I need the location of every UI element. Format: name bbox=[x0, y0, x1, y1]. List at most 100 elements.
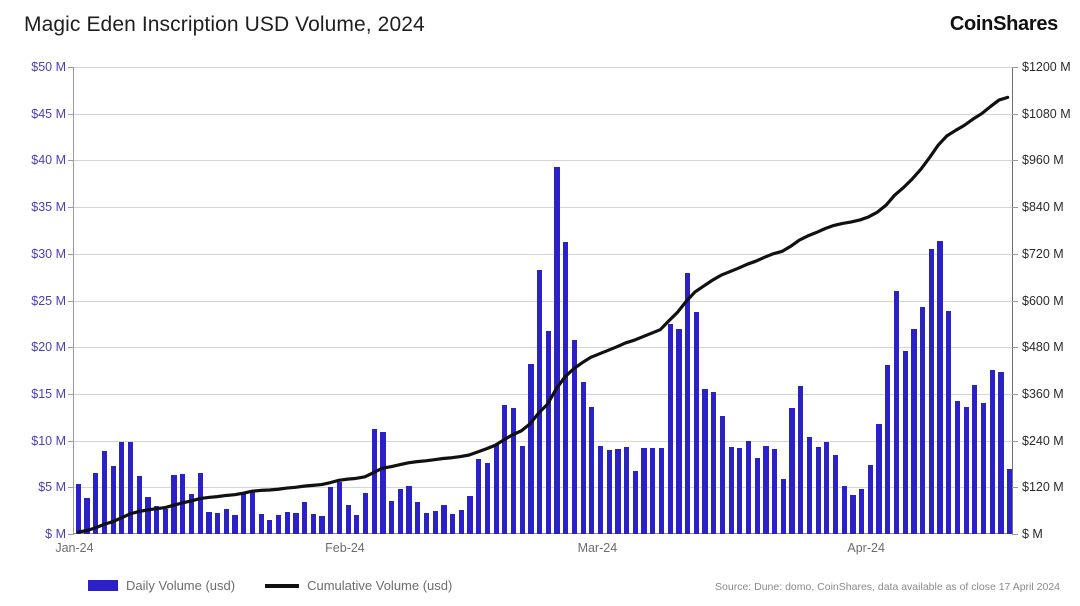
axis-tick-left bbox=[68, 440, 74, 442]
bar bbox=[171, 475, 177, 534]
bar bbox=[693, 311, 699, 534]
y-axis-right-tick-label: $720 M bbox=[1022, 246, 1064, 261]
bar bbox=[284, 511, 290, 534]
axis-tick-left bbox=[68, 207, 74, 209]
bar bbox=[319, 516, 325, 534]
bar bbox=[336, 481, 343, 534]
bar bbox=[615, 449, 621, 534]
bar bbox=[745, 440, 752, 534]
bar bbox=[458, 509, 464, 534]
bar bbox=[119, 442, 125, 534]
bar bbox=[432, 510, 438, 534]
bar bbox=[806, 436, 813, 534]
y-axis-right-tick-label: $480 M bbox=[1022, 340, 1064, 355]
bar bbox=[597, 446, 604, 534]
bar bbox=[859, 489, 865, 534]
bar bbox=[502, 405, 508, 534]
bar bbox=[928, 249, 934, 534]
bar bbox=[467, 495, 473, 534]
axis-tick-right bbox=[1012, 207, 1018, 209]
bar bbox=[232, 515, 238, 534]
bar bbox=[180, 474, 186, 534]
bar bbox=[972, 384, 978, 534]
bar bbox=[136, 476, 142, 534]
axis-tick-left bbox=[68, 534, 74, 535]
bar bbox=[545, 331, 551, 534]
x-axis-tick-label: Feb-24 bbox=[325, 541, 365, 555]
bar bbox=[441, 505, 447, 534]
y-axis-left-tick-label: $30 M bbox=[31, 246, 66, 261]
bar bbox=[711, 392, 717, 534]
bar bbox=[624, 447, 630, 534]
bar bbox=[354, 515, 360, 534]
y-axis-left-tick-label: $15 M bbox=[31, 386, 66, 401]
bar bbox=[650, 448, 656, 534]
bar bbox=[93, 473, 99, 534]
bar bbox=[658, 448, 665, 534]
bar bbox=[954, 401, 961, 534]
y-axis-right-tick-label: $840 M bbox=[1022, 200, 1064, 215]
axis-tick-right bbox=[1012, 440, 1018, 442]
y-axis-left-tick-label: $ M bbox=[45, 527, 66, 541]
bar bbox=[772, 449, 778, 534]
bar bbox=[580, 381, 586, 534]
y-axis-left-tick-label: $20 M bbox=[31, 340, 66, 355]
bar bbox=[876, 423, 882, 534]
axis-tick-right bbox=[1012, 393, 1018, 395]
bar bbox=[484, 463, 491, 534]
y-axis-left-tick-label: $5 M bbox=[38, 480, 66, 495]
bar bbox=[832, 454, 839, 534]
x-axis-tick-label: Apr-24 bbox=[847, 541, 885, 555]
bar bbox=[589, 406, 595, 534]
axis-tick-right bbox=[1012, 534, 1018, 535]
bar bbox=[362, 492, 369, 534]
bar bbox=[510, 407, 517, 534]
bar bbox=[406, 486, 412, 534]
axis-tick-left bbox=[68, 67, 74, 68]
bar bbox=[371, 429, 377, 534]
bar bbox=[206, 511, 212, 534]
bar bbox=[258, 514, 264, 534]
legend-item-cumulative-volume: Cumulative Volume (usd) bbox=[265, 578, 452, 593]
bar bbox=[397, 489, 403, 534]
bar bbox=[667, 323, 673, 534]
y-axis-left-tick-label: $10 M bbox=[31, 433, 66, 448]
daily-volume-bars bbox=[74, 67, 1013, 534]
bar bbox=[737, 448, 743, 534]
bar bbox=[685, 273, 691, 534]
bar bbox=[537, 269, 543, 534]
bar bbox=[310, 514, 316, 534]
bar bbox=[188, 493, 195, 534]
bar bbox=[920, 307, 926, 534]
bar bbox=[946, 310, 952, 534]
bar bbox=[937, 240, 943, 534]
axis-tick-right bbox=[1012, 160, 1018, 162]
axis-tick-right bbox=[1012, 347, 1018, 349]
y-axis-right-tick-label: $120 M bbox=[1022, 480, 1064, 495]
x-axis-tick-label: Mar-24 bbox=[577, 541, 618, 555]
bar bbox=[476, 459, 482, 534]
bar bbox=[780, 478, 786, 534]
bar bbox=[606, 449, 612, 534]
page-title: Magic Eden Inscription USD Volume, 2024 bbox=[24, 13, 425, 36]
y-axis-left-tick-label: $45 M bbox=[31, 106, 66, 121]
bar bbox=[519, 446, 525, 534]
y-axis-right-tick-label: $360 M bbox=[1022, 386, 1064, 401]
bar bbox=[101, 450, 108, 534]
bar bbox=[302, 502, 308, 534]
axis-tick-left bbox=[68, 393, 74, 395]
bar bbox=[389, 501, 395, 534]
bar bbox=[127, 441, 134, 534]
bar bbox=[249, 491, 256, 534]
bar bbox=[345, 505, 351, 534]
y-axis-right-tick-label: $960 M bbox=[1022, 153, 1064, 168]
bar bbox=[154, 505, 160, 534]
axis-tick-left bbox=[68, 113, 74, 115]
bar bbox=[275, 515, 282, 534]
axis-tick-left bbox=[68, 300, 74, 302]
bar bbox=[223, 508, 229, 534]
bar bbox=[528, 364, 534, 534]
y-axis-left-tick-label: $35 M bbox=[31, 200, 66, 215]
